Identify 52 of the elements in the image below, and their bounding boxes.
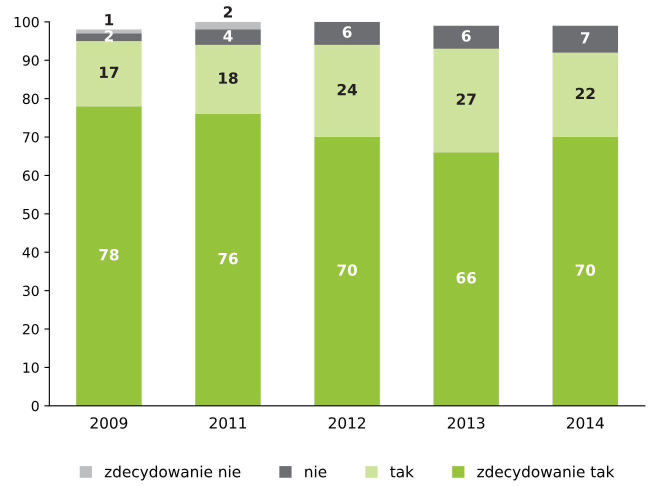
bar [552, 26, 618, 53]
bar [552, 137, 618, 406]
data-label: 2 [224, 6, 232, 18]
y-tick-label: 10 [23, 362, 39, 373]
bar [433, 152, 499, 406]
bar [433, 26, 499, 49]
data-label: 70 [337, 264, 357, 276]
legend-label: tak [390, 466, 414, 478]
data-label: 4 [223, 30, 233, 42]
data-label: 6 [342, 26, 352, 38]
y-tick-label: 40 [22, 247, 39, 258]
bar [195, 30, 261, 45]
data-label: 24 [338, 84, 358, 96]
bar [195, 114, 261, 406]
bar [314, 22, 380, 45]
data-label: 18 [219, 72, 238, 84]
x-tick-label: 2012 [328, 417, 366, 429]
legend-label: zdecydowanie tak [477, 466, 614, 480]
bar [76, 106, 142, 406]
y-tick-label: 20 [22, 324, 39, 334]
data-label: 27 [456, 93, 476, 105]
data-label: 70 [576, 264, 596, 276]
data-label: 66 [456, 272, 476, 284]
y-tick-label: 60 [22, 170, 39, 181]
x-tick-label: 2013 [448, 417, 484, 429]
data-label: 17 [100, 66, 118, 78]
y-tick-label: 0 [32, 400, 39, 412]
legend-label: zdecydowanie nie [104, 466, 240, 480]
data-label: 7 [581, 32, 590, 44]
legend-label: nie [305, 466, 326, 478]
data-label: 76 [218, 252, 238, 264]
y-tick-label: 100 [14, 16, 39, 28]
x-tick-label: 2014 [566, 417, 604, 429]
bar [314, 137, 380, 406]
bar [552, 52, 618, 138]
data-label: 2 [104, 30, 113, 42]
y-tick-label: 90 [22, 55, 39, 66]
bar [314, 44, 380, 138]
bar [195, 44, 261, 114]
x-tick-label: 2009 [90, 417, 128, 429]
data-label: 78 [99, 248, 119, 261]
data-label: 1 [105, 14, 114, 26]
y-tick-label: 70 [23, 132, 39, 143]
y-tick-label: 50 [23, 208, 39, 220]
y-tick-label: 30 [23, 286, 39, 296]
bar [195, 22, 261, 30]
data-label: 6 [462, 30, 471, 42]
bar [433, 48, 499, 152]
bar [76, 41, 142, 106]
x-tick-label: 2011 [210, 417, 246, 429]
y-tick-label: 80 [22, 94, 39, 104]
data-label: 22 [576, 88, 595, 100]
